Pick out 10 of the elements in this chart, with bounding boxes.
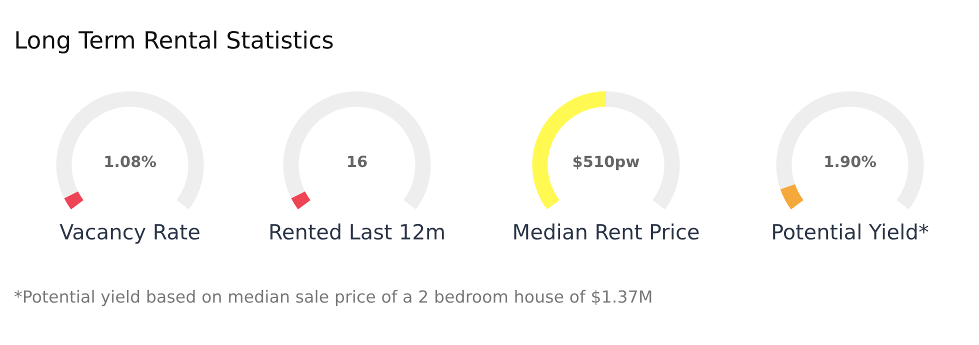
text: Rented Last 12m — [270, 224, 444, 240]
text: Median Rent Price — [514, 224, 699, 240]
text: Long Term Rental Statistics — [16, 30, 333, 54]
text: 16 — [348, 156, 367, 168]
text: Potential Yield* — [773, 224, 928, 240]
text: *Potential yield based on median sale price of a 2 bedroom house of $1.37M — [14, 290, 652, 306]
text: Vacancy Rate — [60, 224, 200, 244]
text: 1.08% — [105, 156, 156, 168]
text: 1.90% — [825, 156, 876, 168]
text: $510pw — [573, 155, 640, 170]
